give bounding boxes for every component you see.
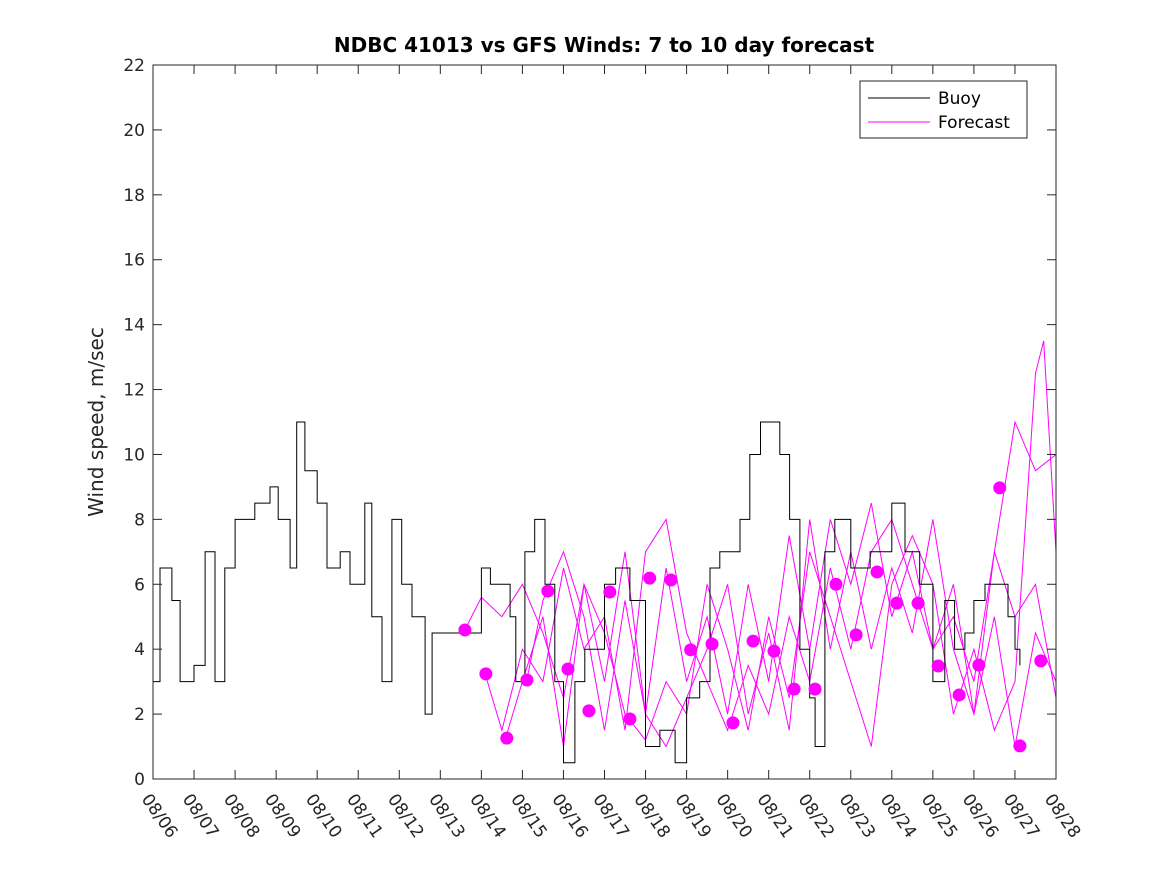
forecast-marker (787, 682, 801, 696)
legend-buoy-label: Buoy (938, 89, 981, 109)
forecast-marker (664, 573, 678, 587)
forecast-marker (561, 662, 575, 676)
legend-forecast-label: Forecast (938, 113, 1010, 133)
forecast-marker (603, 585, 617, 599)
forecast-marker (972, 658, 986, 672)
y-tick-label: 18 (123, 186, 145, 206)
y-tick-label: 2 (134, 705, 145, 725)
forecast-marker (849, 628, 863, 642)
forecast-marker (1034, 654, 1048, 668)
y-tick-label: 14 (123, 316, 145, 336)
y-tick-label: 0 (134, 770, 145, 790)
forecast-marker (952, 688, 966, 702)
chart-title: NDBC 41013 vs GFS Winds: 7 to 10 day for… (334, 33, 875, 57)
forecast-line-1 (464, 502, 1057, 715)
forecast-marker (870, 565, 884, 579)
forecast-marker (808, 682, 822, 696)
forecast-marker (684, 643, 698, 657)
y-tick-label: 20 (123, 121, 145, 141)
forecast-marker (623, 712, 637, 726)
legend: Buoy Forecast (859, 80, 1028, 139)
forecast-marker (911, 596, 925, 610)
forecast-marker (767, 644, 781, 658)
forecast-marker (746, 634, 760, 648)
forecast-marker (582, 704, 596, 718)
forecast-marker (500, 731, 514, 745)
forecast-marker (1013, 739, 1027, 753)
y-tick-label: 6 (134, 575, 145, 595)
forecast-marker (705, 637, 719, 651)
buoy-line (153, 421, 1021, 764)
forecast-marker (458, 623, 472, 637)
forecast-marker (993, 481, 1007, 495)
forecast-marker (829, 577, 843, 591)
forecast-marker (541, 584, 555, 598)
plot-area (153, 340, 1057, 764)
forecast-marker (643, 571, 657, 585)
forecast-line-4 (526, 519, 1057, 748)
forecast-line-3 (505, 340, 1057, 747)
y-axis-label: Wind speed, m/sec (84, 327, 108, 517)
y-tick-label: 22 (123, 56, 145, 76)
forecast-marker (520, 673, 534, 687)
forecast-marker (931, 659, 945, 673)
y-tick-label: 4 (134, 640, 145, 660)
legend-box (859, 80, 1028, 139)
forecast-line-2 (485, 420, 1057, 733)
forecast-marker (479, 667, 493, 681)
forecast-marker (890, 596, 904, 610)
y-tick-label: 12 (123, 381, 145, 401)
y-tick-label: 10 (123, 445, 145, 465)
y-tick-label: 8 (134, 510, 145, 530)
forecast-marker (726, 716, 740, 730)
y-tick-label: 16 (123, 251, 145, 271)
